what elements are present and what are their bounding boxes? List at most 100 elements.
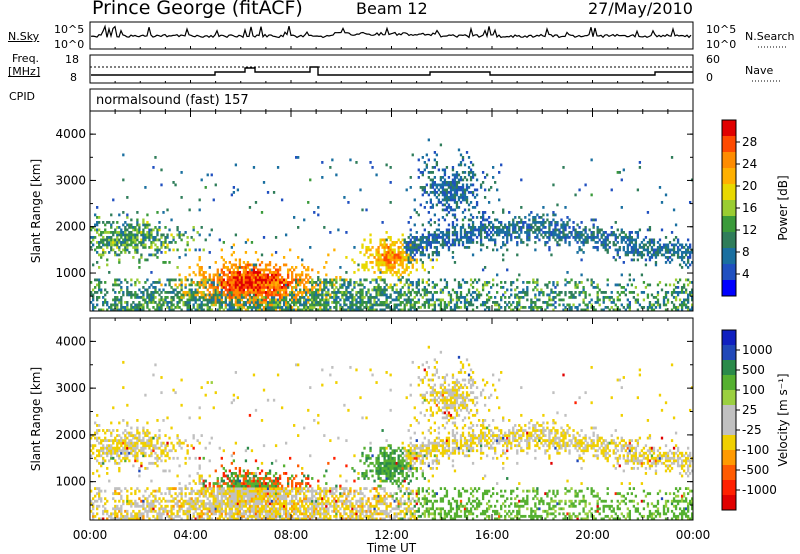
- power-cell: [407, 248, 410, 252]
- power-cell: [90, 241, 93, 244]
- power-cell: [538, 231, 541, 234]
- power-cell: [584, 296, 587, 299]
- power-cell: [309, 276, 312, 279]
- velocity-cell: [114, 461, 117, 465]
- power-cell: [124, 233, 127, 237]
- power-cell: [180, 293, 183, 297]
- power-cell: [463, 231, 467, 234]
- power-cell: [202, 298, 205, 302]
- power-cell: [236, 268, 240, 272]
- power-cell: [441, 233, 445, 237]
- power-cell: [544, 233, 547, 237]
- velocity-cell: [204, 512, 207, 516]
- power-cell: [552, 236, 555, 239]
- power-cell: [586, 278, 589, 282]
- velocity-cell: [172, 388, 175, 392]
- power-cell: [176, 286, 179, 289]
- power-cell: [250, 283, 254, 287]
- velocity-cell: [98, 451, 101, 455]
- power-cell: [479, 248, 483, 252]
- velocity-cell: [212, 482, 215, 485]
- power-cell: [327, 303, 330, 307]
- velocity-cell: [142, 494, 145, 498]
- power-cell: [612, 231, 615, 234]
- power-cell: [212, 288, 215, 292]
- power-cell: [620, 238, 623, 242]
- power-cell: [204, 296, 207, 299]
- power-cell: [250, 263, 254, 267]
- power-cell: [433, 181, 437, 184]
- power-cell: [110, 238, 113, 242]
- power-cell: [628, 233, 631, 237]
- velocity-cell: [136, 439, 139, 443]
- power-cell: [642, 291, 646, 294]
- power-cell: [471, 303, 475, 307]
- velocity-cell: [128, 517, 131, 521]
- velocity-cell: [184, 512, 187, 516]
- power-cell: [154, 243, 157, 247]
- power-cell: [317, 296, 320, 299]
- power-cell: [351, 301, 354, 304]
- power-cell: [220, 288, 223, 292]
- power-cell: [680, 253, 684, 257]
- power-cell: [660, 288, 664, 292]
- power-cell: [198, 198, 201, 202]
- power-cell: [260, 303, 264, 307]
- power-cell: [648, 301, 652, 304]
- power-cell: [176, 266, 179, 269]
- power-cell: [558, 238, 561, 242]
- power-cell: [120, 301, 123, 304]
- power-cell: [600, 291, 603, 294]
- power-cell: [560, 236, 563, 239]
- power-cell: [690, 293, 694, 297]
- power-cell: [381, 238, 384, 242]
- power-cell: [202, 271, 205, 274]
- power-cell: [425, 183, 428, 187]
- power-cell: [445, 243, 449, 247]
- power-cell: [128, 223, 131, 227]
- power-cell: [506, 233, 509, 237]
- power-cell: [188, 303, 191, 307]
- power-cell: [648, 303, 652, 307]
- power-cell: [654, 263, 658, 267]
- power-cell: [156, 248, 159, 252]
- power-cell: [130, 236, 133, 239]
- power-cell: [435, 153, 439, 157]
- power-cell: [156, 306, 159, 309]
- power-cell: [391, 286, 394, 289]
- power-cell: [104, 298, 107, 302]
- power-cell: [238, 308, 242, 312]
- power-cell: [502, 286, 505, 289]
- power-cell: [236, 188, 240, 192]
- power-cell: [407, 258, 410, 262]
- power-cell: [397, 291, 400, 294]
- power-cell: [566, 303, 569, 307]
- velocity-cell: [144, 444, 147, 448]
- power-cell: [646, 306, 650, 309]
- power-cell: [570, 291, 573, 294]
- power-cell: [208, 308, 211, 312]
- power-cell: [122, 291, 125, 294]
- velocity-cell: [120, 507, 123, 511]
- power-cell: [477, 228, 481, 232]
- power-cell: [447, 238, 451, 242]
- velocity-cell: [158, 434, 161, 437]
- power-cell: [620, 206, 623, 209]
- power-cell: [496, 233, 499, 237]
- velocity-cell: [138, 474, 141, 478]
- power-cell: [429, 258, 432, 262]
- power-cell: [680, 308, 684, 312]
- power-cell: [548, 281, 551, 284]
- power-cell: [407, 308, 410, 312]
- power-cell: [204, 283, 207, 287]
- power-cell: [465, 233, 469, 237]
- power-cell: [200, 178, 203, 182]
- velocity-cell: [94, 514, 97, 518]
- power-cell: [375, 281, 378, 284]
- power-cell: [682, 261, 686, 264]
- power-cell: [455, 203, 459, 207]
- power-cell: [132, 226, 135, 229]
- power-cell: [385, 293, 388, 297]
- velocity-cell: [158, 487, 161, 490]
- velocity-cell: [114, 509, 117, 513]
